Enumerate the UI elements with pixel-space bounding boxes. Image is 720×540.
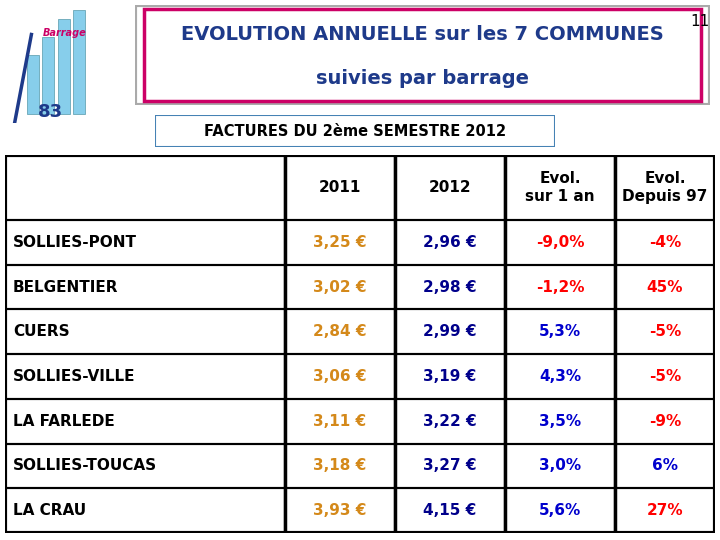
Text: -5%: -5% — [649, 325, 681, 339]
Text: 4,15 €: 4,15 € — [423, 503, 477, 518]
Text: 3,27 €: 3,27 € — [423, 458, 477, 474]
Text: SOLLIES-VILLE: SOLLIES-VILLE — [13, 369, 135, 384]
Text: 3,18 €: 3,18 € — [313, 458, 366, 474]
Text: 2,84 €: 2,84 € — [313, 325, 366, 339]
Text: BELGENTIER: BELGENTIER — [13, 280, 119, 295]
Text: 11: 11 — [690, 14, 709, 29]
Text: Evol.
Depuis 97: Evol. Depuis 97 — [622, 171, 708, 204]
Text: 2011: 2011 — [319, 180, 361, 195]
Text: suivies par barrage: suivies par barrage — [316, 69, 529, 87]
Text: 3,11 €: 3,11 € — [313, 414, 366, 429]
Text: -5%: -5% — [649, 369, 681, 384]
Text: FACTURES DU 2ème SEMESTRE 2012: FACTURES DU 2ème SEMESTRE 2012 — [204, 124, 506, 138]
Text: 3,06 €: 3,06 € — [313, 369, 366, 384]
Text: 3,93 €: 3,93 € — [313, 503, 366, 518]
Text: CUERS: CUERS — [13, 325, 70, 339]
Text: 2,99 €: 2,99 € — [423, 325, 477, 339]
Bar — [42, 37, 54, 113]
Text: -9,0%: -9,0% — [536, 235, 584, 250]
Text: 4,3%: 4,3% — [539, 369, 581, 384]
Text: Barrage: Barrage — [43, 28, 87, 38]
Text: EVOLUTION ANNUELLE sur les 7 COMMUNES: EVOLUTION ANNUELLE sur les 7 COMMUNES — [181, 25, 664, 44]
Bar — [27, 55, 39, 113]
Text: Evol.
sur 1 an: Evol. sur 1 an — [525, 171, 595, 204]
Text: 3,02 €: 3,02 € — [313, 280, 366, 295]
Text: 3,0%: 3,0% — [539, 458, 581, 474]
Text: 27%: 27% — [647, 503, 683, 518]
Text: LA FARLEDE: LA FARLEDE — [13, 414, 114, 429]
Text: 83: 83 — [38, 103, 63, 120]
Text: SOLLIES-PONT: SOLLIES-PONT — [13, 235, 137, 250]
Text: 3,22 €: 3,22 € — [423, 414, 477, 429]
Text: 2,98 €: 2,98 € — [423, 280, 477, 295]
Text: 5,3%: 5,3% — [539, 325, 581, 339]
Text: 3,5%: 3,5% — [539, 414, 581, 429]
Text: 45%: 45% — [647, 280, 683, 295]
Text: -1,2%: -1,2% — [536, 280, 584, 295]
Text: LA CRAU: LA CRAU — [13, 503, 86, 518]
Text: 2012: 2012 — [428, 180, 472, 195]
Text: 6%: 6% — [652, 458, 678, 474]
Bar — [73, 10, 86, 113]
Text: -9%: -9% — [649, 414, 681, 429]
Text: 3,25 €: 3,25 € — [313, 235, 366, 250]
Text: 5,6%: 5,6% — [539, 503, 581, 518]
Text: 2,96 €: 2,96 € — [423, 235, 477, 250]
Text: -4%: -4% — [649, 235, 681, 250]
Text: 3,19 €: 3,19 € — [423, 369, 477, 384]
Bar — [58, 19, 70, 113]
Text: SOLLIES-TOUCAS: SOLLIES-TOUCAS — [13, 458, 157, 474]
